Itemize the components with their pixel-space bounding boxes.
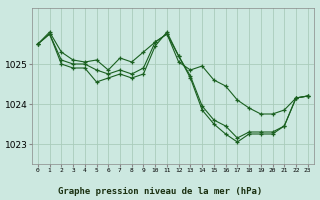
Text: Graphe pression niveau de la mer (hPa): Graphe pression niveau de la mer (hPa) bbox=[58, 187, 262, 196]
